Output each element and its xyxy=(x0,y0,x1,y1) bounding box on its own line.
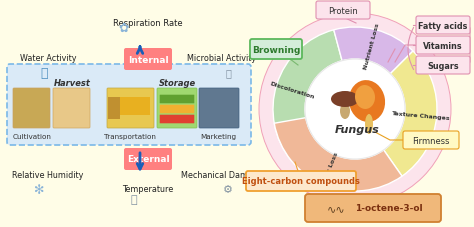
Text: Relative Humidity: Relative Humidity xyxy=(12,171,84,180)
Ellipse shape xyxy=(340,104,350,119)
FancyBboxPatch shape xyxy=(124,49,172,71)
Text: Fungus: Fungus xyxy=(335,124,379,134)
Text: Transportation: Transportation xyxy=(104,133,156,139)
Text: Eight-carbon compounds: Eight-carbon compounds xyxy=(242,177,360,186)
Text: Browning: Browning xyxy=(252,45,300,54)
Text: Respiration Rate: Respiration Rate xyxy=(113,18,183,27)
Text: Storage: Storage xyxy=(158,78,196,87)
Text: Internal: Internal xyxy=(128,55,168,64)
FancyBboxPatch shape xyxy=(124,148,172,170)
FancyBboxPatch shape xyxy=(403,131,459,149)
Text: Flavor Loss: Flavor Loss xyxy=(320,151,340,190)
Text: Cultivation: Cultivation xyxy=(13,133,52,139)
Text: Discoloration: Discoloration xyxy=(269,80,315,99)
FancyBboxPatch shape xyxy=(305,194,441,222)
FancyBboxPatch shape xyxy=(160,105,194,114)
Text: ∿∿: ∿∿ xyxy=(327,203,346,213)
Text: Water Activity: Water Activity xyxy=(20,53,76,62)
Text: Temperature: Temperature xyxy=(122,185,173,194)
Text: Texture Changes: Texture Changes xyxy=(392,110,450,120)
Ellipse shape xyxy=(365,114,373,134)
Ellipse shape xyxy=(355,86,375,109)
FancyBboxPatch shape xyxy=(13,89,50,128)
Circle shape xyxy=(305,60,405,159)
Text: Nutrient Loss: Nutrient Loss xyxy=(364,22,381,70)
Wedge shape xyxy=(274,118,402,191)
Text: 💧: 💧 xyxy=(40,66,48,79)
Wedge shape xyxy=(383,52,437,176)
Text: 1-octene-3-ol: 1-octene-3-ol xyxy=(355,204,422,212)
FancyBboxPatch shape xyxy=(157,89,197,128)
Text: Vitamins: Vitamins xyxy=(423,41,463,50)
Ellipse shape xyxy=(331,92,359,108)
Text: Harvest: Harvest xyxy=(54,78,91,87)
Text: 🔬: 🔬 xyxy=(225,68,231,78)
Wedge shape xyxy=(334,28,413,74)
Text: Sugars: Sugars xyxy=(427,61,459,70)
FancyBboxPatch shape xyxy=(108,98,120,119)
FancyBboxPatch shape xyxy=(416,17,470,35)
Text: 🌡: 🌡 xyxy=(131,194,137,204)
Circle shape xyxy=(273,28,437,191)
FancyBboxPatch shape xyxy=(246,171,356,191)
Text: Marketing: Marketing xyxy=(200,133,236,139)
FancyBboxPatch shape xyxy=(53,89,90,128)
Ellipse shape xyxy=(349,81,385,122)
Text: Fatty acids: Fatty acids xyxy=(419,21,468,30)
Text: ✻: ✻ xyxy=(33,183,43,196)
FancyBboxPatch shape xyxy=(160,115,194,124)
FancyBboxPatch shape xyxy=(120,98,150,116)
FancyBboxPatch shape xyxy=(199,89,239,128)
FancyBboxPatch shape xyxy=(250,40,302,60)
Text: ⚙: ⚙ xyxy=(223,184,233,194)
FancyBboxPatch shape xyxy=(416,57,470,75)
FancyBboxPatch shape xyxy=(107,89,154,128)
Text: External: External xyxy=(127,155,169,164)
Text: Firmness: Firmness xyxy=(412,136,450,145)
FancyBboxPatch shape xyxy=(316,2,370,20)
Text: Microbial Activity: Microbial Activity xyxy=(187,53,256,62)
Wedge shape xyxy=(273,31,342,162)
Text: Protein: Protein xyxy=(328,7,358,15)
Text: ✿: ✿ xyxy=(119,21,129,34)
FancyBboxPatch shape xyxy=(7,65,251,145)
FancyBboxPatch shape xyxy=(416,37,470,55)
Circle shape xyxy=(259,14,451,205)
Text: Mechanical Damage: Mechanical Damage xyxy=(181,171,263,180)
FancyBboxPatch shape xyxy=(160,95,194,104)
